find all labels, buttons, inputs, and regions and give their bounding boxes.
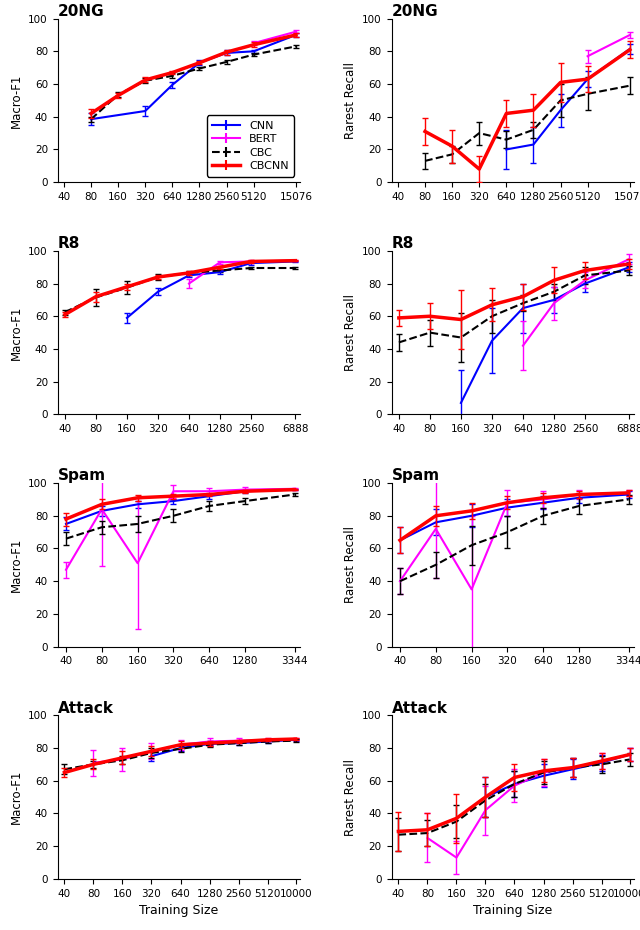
Text: Spam: Spam [392,469,440,484]
Legend: CNN, BERT, CBC, CBCNN: CNN, BERT, CBC, CBCNN [207,115,294,177]
Y-axis label: Rarest Recall: Rarest Recall [344,62,356,139]
Y-axis label: Macro-F1: Macro-F1 [10,73,22,127]
Text: Attack: Attack [58,700,114,715]
Y-axis label: Macro-F1: Macro-F1 [10,305,22,360]
Y-axis label: Rarest Recall: Rarest Recall [344,759,356,835]
Y-axis label: Macro-F1: Macro-F1 [10,770,22,824]
Text: R8: R8 [392,236,414,251]
Y-axis label: Macro-F1: Macro-F1 [10,538,22,592]
Text: 20NG: 20NG [58,4,104,19]
Y-axis label: Rarest Recall: Rarest Recall [344,294,356,371]
Y-axis label: Rarest Recall: Rarest Recall [344,526,356,604]
X-axis label: Training Size: Training Size [473,904,552,917]
Text: Spam: Spam [58,469,106,484]
Text: Attack: Attack [392,700,447,715]
Text: R8: R8 [58,236,80,251]
Text: 20NG: 20NG [392,4,438,19]
X-axis label: Training Size: Training Size [139,904,218,917]
